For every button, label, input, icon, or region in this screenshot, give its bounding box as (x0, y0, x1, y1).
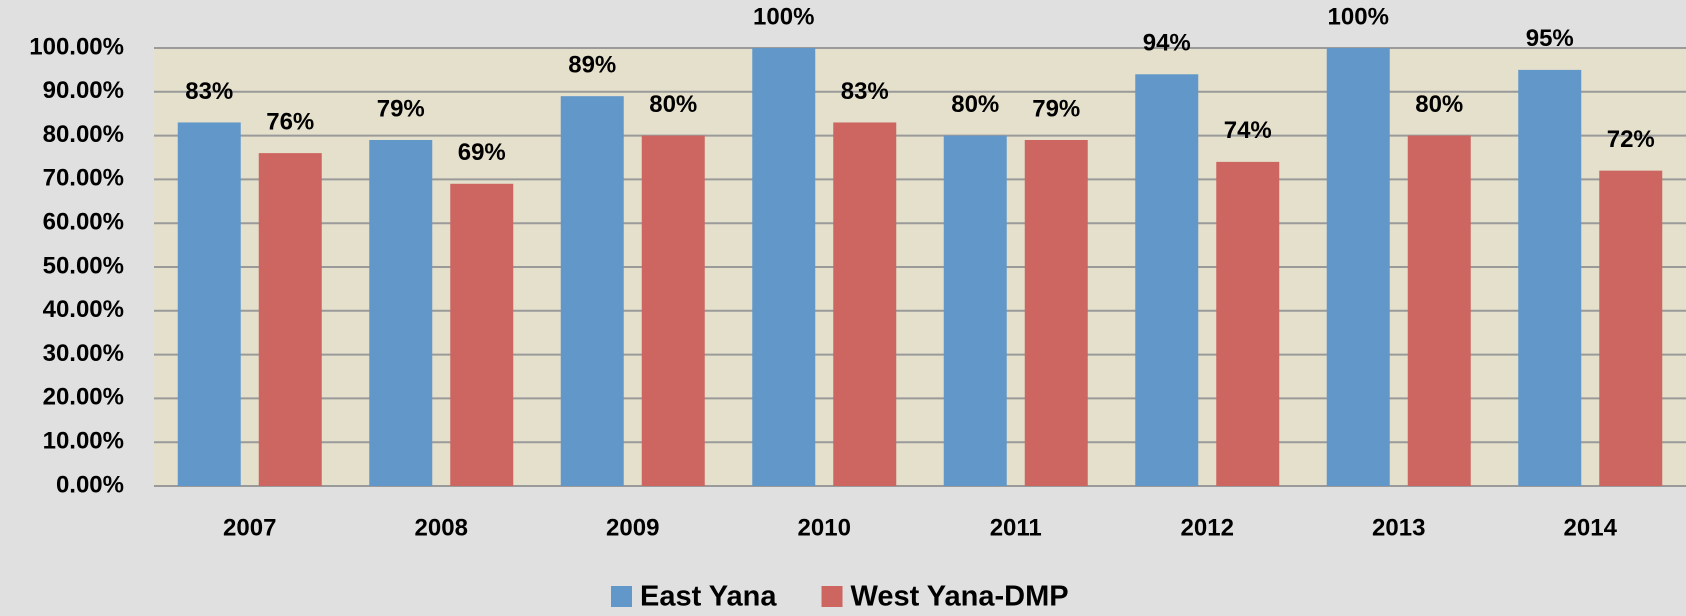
y-tick-label: 70.00% (43, 165, 124, 192)
x-tick-label: 2013 (1372, 514, 1425, 541)
y-tick-label: 40.00% (43, 296, 124, 323)
x-tick-label: 2010 (798, 514, 851, 541)
legend-swatch (821, 586, 843, 607)
y-tick-label: 10.00% (43, 428, 124, 455)
data-label: 100% (753, 3, 814, 30)
bar (833, 122, 897, 487)
x-tick-label: 2014 (1564, 514, 1618, 541)
data-label: 69% (458, 139, 506, 166)
y-tick-label: 90.00% (43, 77, 124, 104)
bar (752, 48, 816, 486)
data-label: 72% (1607, 126, 1655, 153)
bar (1407, 135, 1471, 486)
y-tick-label: 100.00% (29, 33, 124, 60)
bar (1024, 139, 1088, 487)
bar (1326, 48, 1390, 486)
bar (1599, 170, 1663, 486)
bar (258, 153, 322, 486)
y-tick-label: 80.00% (43, 121, 124, 148)
data-label: 80% (1415, 91, 1463, 118)
bar (641, 135, 705, 486)
legend-label: West Yana-DMP (851, 581, 1069, 613)
bar (943, 135, 1007, 486)
data-label: 80% (951, 91, 999, 118)
x-tick-label: 2012 (1181, 514, 1234, 541)
data-label: 80% (649, 91, 697, 118)
y-tick-label: 20.00% (43, 384, 124, 411)
bar (1216, 161, 1280, 486)
legend-swatch (611, 586, 632, 607)
x-tick-label: 2008 (415, 514, 468, 541)
data-label: 89% (568, 52, 616, 79)
bar (369, 139, 433, 487)
data-label: 83% (841, 78, 889, 105)
y-tick-label: 30.00% (43, 340, 124, 367)
y-tick-label: 0.00% (56, 471, 124, 498)
data-label: 74% (1224, 117, 1272, 144)
bar (450, 183, 514, 486)
data-label: 79% (1032, 95, 1080, 122)
bar (1135, 74, 1199, 486)
data-label: 79% (377, 95, 425, 122)
bar (177, 122, 241, 487)
data-label: 83% (185, 78, 233, 105)
y-tick-label: 50.00% (43, 252, 124, 279)
x-tick-label: 2007 (223, 514, 276, 541)
legend-label: East Yana (640, 581, 777, 613)
data-label: 76% (266, 108, 314, 135)
x-tick-label: 2011 (990, 514, 1042, 541)
x-tick-label: 2009 (606, 514, 659, 541)
bar (560, 96, 624, 487)
data-label: 94% (1143, 30, 1191, 57)
y-tick-label: 60.00% (43, 209, 124, 236)
bar (1518, 69, 1582, 487)
data-label: 100% (1328, 3, 1389, 30)
data-label: 95% (1526, 25, 1574, 52)
